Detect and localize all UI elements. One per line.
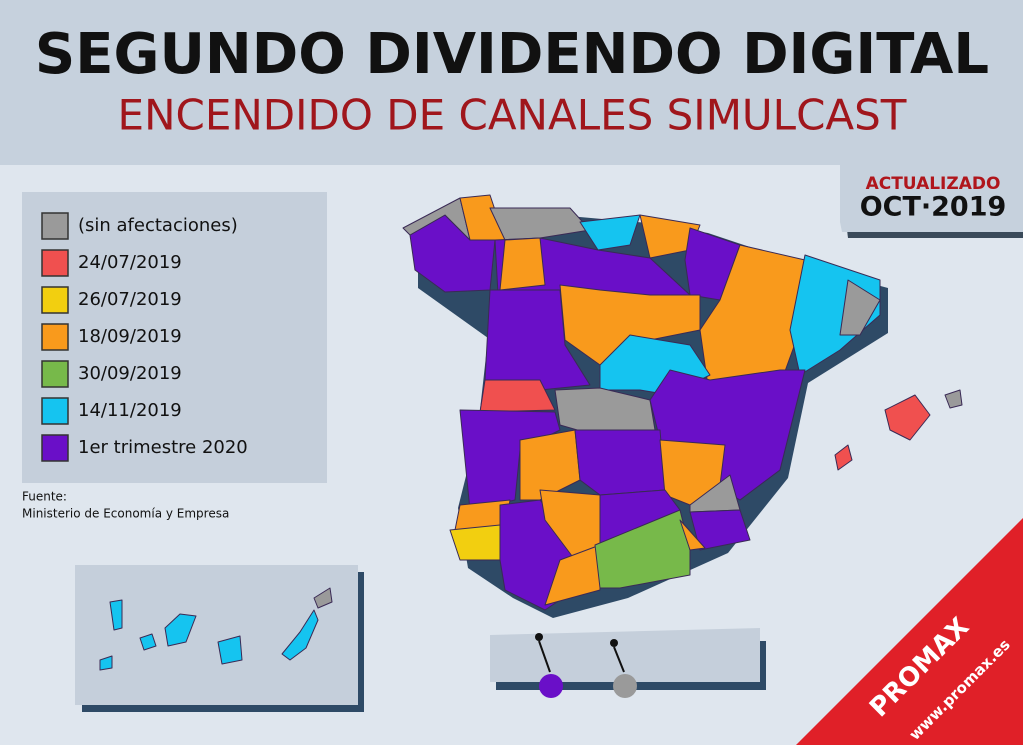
legend-swatch (41, 212, 69, 240)
legend-swatch (41, 249, 69, 277)
legend-box (22, 192, 327, 483)
legend-label: 14/11/2019 (78, 400, 182, 421)
badge-label: ACTUALIZADO (866, 174, 1001, 194)
legend-label: 24/07/2019 (78, 252, 182, 273)
spain-map (402, 194, 963, 618)
legend-label: (sin afectaciones) (78, 215, 238, 236)
legend-label: 26/07/2019 (78, 289, 182, 310)
badge-date: OCT·2019 (860, 192, 1007, 223)
canary-inset (75, 565, 364, 712)
legend-label: 18/09/2019 (78, 326, 182, 347)
header-band (0, 0, 1023, 165)
source-label: Fuente: (22, 490, 67, 504)
title: SEGUNDO DIVIDENDO DIGITAL (35, 22, 989, 87)
legend-swatch (41, 360, 69, 388)
legend: (sin afectaciones) 24/07/2019 26/07/2019 18… (22, 192, 327, 483)
ceuta-melilla-inset (490, 628, 766, 698)
legend-swatch (41, 323, 69, 351)
source-text: Ministerio de Economía y Empresa (22, 507, 229, 521)
legend-label: 30/09/2019 (78, 363, 182, 384)
legend-swatch (41, 397, 69, 425)
subtitle: ENCENDIDO DE CANALES SIMULCAST (118, 91, 907, 140)
legend-swatch (41, 434, 69, 462)
legend-label: 1er trimestre 2020 (78, 437, 248, 458)
updated-badge: ACTUALIZADO OCT·2019 (840, 165, 1023, 238)
legend-swatch (41, 286, 69, 314)
